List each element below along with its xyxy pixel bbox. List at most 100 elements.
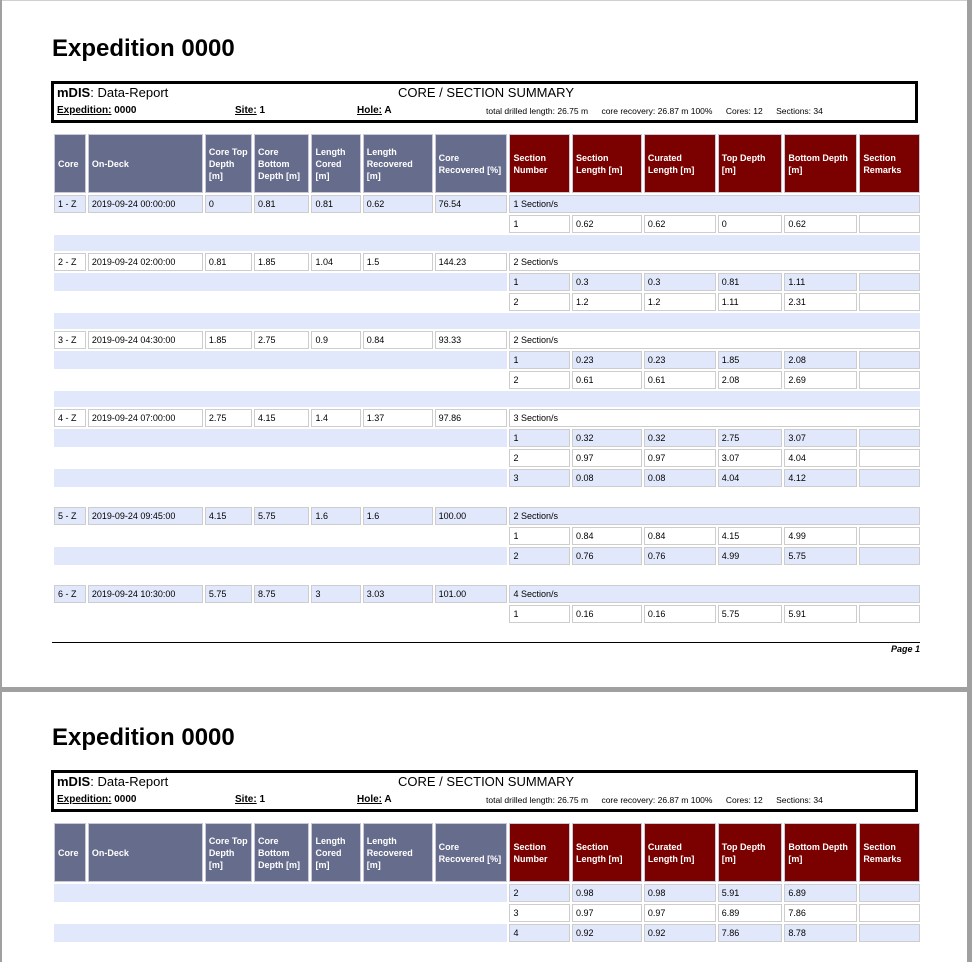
row-spacer (54, 273, 508, 291)
col-header-on-deck: On-Deck (87, 134, 203, 193)
report-stats: total drilled length: 26.75 m core recov… (486, 795, 834, 805)
core-row: 3 - Z 2019-09-24 04:30:00 1.85 2.75 0.9 … (54, 331, 920, 349)
bottom-depth: 4.12 (784, 469, 858, 487)
hole-meta: Hole: A (357, 794, 392, 805)
core-bottom-depth: 0.81 (254, 195, 310, 213)
core-recovery: core recovery: 26.87 m 100% (601, 795, 713, 805)
section-length: 0.3 (572, 273, 642, 291)
hole-value: A (384, 105, 392, 116)
core-section-table: Core On-Deck Core Top Depth [m] Core Bot… (52, 821, 922, 944)
core-recovered-pct: 144.23 (434, 253, 508, 271)
section-remarks (859, 547, 920, 565)
site-meta: Site: 1 (235, 105, 265, 116)
row-spacer (54, 235, 920, 251)
section-row: 1 0.62 0.62 0 0.62 (54, 215, 920, 233)
section-length: 0.97 (572, 904, 642, 922)
section-remarks (859, 449, 920, 467)
row-spacer (54, 293, 508, 311)
section-number: 1 (509, 215, 571, 233)
core-row: 5 - Z 2019-09-24 09:45:00 4.15 5.75 1.6 … (54, 507, 920, 525)
total-drilled-length: total drilled length: 26.75 m (486, 795, 589, 805)
col-header-on-deck: On-Deck (87, 823, 203, 882)
core-top-depth: 2.75 (204, 409, 253, 427)
curated-length: 1.2 (643, 293, 716, 311)
col-header-core-top-depth: Core Top Depth [m] (204, 823, 253, 882)
curated-length: 0.84 (643, 527, 716, 545)
section-remarks (859, 293, 920, 311)
curated-length: 0.97 (643, 449, 716, 467)
length-cored: 0.9 (311, 331, 361, 349)
section-remarks (859, 884, 920, 902)
core-id: 6 - Z (54, 585, 86, 603)
section-number: 2 (509, 371, 571, 389)
section-remarks (859, 371, 920, 389)
page-title: Expedition 0000 (52, 35, 235, 62)
report-info-box: mDIS: Data-Report CORE / SECTION SUMMARY… (51, 770, 918, 812)
on-deck: 2019-09-24 07:00:00 (87, 409, 203, 427)
core-recovered-pct: 97.86 (434, 409, 508, 427)
row-spacer (54, 924, 508, 942)
section-count: 3 Section/s (509, 409, 920, 427)
section-length: 0.76 (572, 547, 642, 565)
page-title: Expedition 0000 (52, 724, 235, 751)
section-length: 0.97 (572, 449, 642, 467)
col-header-bottom-depth: Bottom Depth [m] (784, 823, 858, 882)
col-header-top-depth: Top Depth [m] (717, 134, 783, 193)
site-value: 1 (259, 794, 266, 805)
length-recovered: 0.84 (362, 331, 433, 349)
row-spacer (54, 449, 508, 467)
core-recovered-pct: 101.00 (434, 585, 508, 603)
section-count: 2 Section/s (509, 507, 920, 525)
curated-length: 0.61 (643, 371, 716, 389)
col-header-section-length: Section Length [m] (572, 134, 642, 193)
section-row: 1 0.84 0.84 4.15 4.99 (54, 527, 920, 545)
core-row: 1 - Z 2019-09-24 00:00:00 0 0.81 0.81 0.… (54, 195, 920, 213)
row-spacer (54, 567, 920, 583)
core-top-depth: 4.15 (204, 507, 253, 525)
curated-length: 0.32 (643, 429, 716, 447)
app-name: mDIS: Data-Report (57, 774, 168, 789)
top-depth: 0.81 (717, 273, 783, 291)
core-recovered-pct: 93.33 (434, 331, 508, 349)
bottom-depth: 7.86 (784, 904, 858, 922)
section-row: 2 0.98 0.98 5.91 6.89 (54, 884, 920, 902)
col-header-core-bottom-depth: Core Bottom Depth [m] (254, 823, 310, 882)
site-label: Site: (235, 794, 257, 805)
site-value: 1 (259, 105, 266, 116)
core-id: 5 - Z (54, 507, 86, 525)
section-length: 0.98 (572, 884, 642, 902)
core-recovery: core recovery: 26.87 m 100% (601, 106, 713, 116)
bottom-depth: 1.11 (784, 273, 858, 291)
section-row: 2 1.2 1.2 1.11 2.31 (54, 293, 920, 311)
row-spacer (54, 904, 508, 922)
expedition-value: 0000 (114, 794, 137, 805)
top-depth: 1.85 (717, 351, 783, 369)
curated-length: 0.16 (643, 605, 716, 623)
section-remarks (859, 605, 920, 623)
col-header-core: Core (54, 134, 86, 193)
section-row: 2 0.97 0.97 3.07 4.04 (54, 449, 920, 467)
sections-count: Sections: 34 (776, 106, 823, 116)
col-header-length-cored: Length Cored [m] (311, 823, 361, 882)
section-length: 0.61 (572, 371, 642, 389)
core-bottom-depth: 5.75 (254, 507, 310, 525)
spacer-row (54, 567, 920, 583)
core-bottom-depth: 1.85 (254, 253, 310, 271)
core-row: 6 - Z 2019-09-24 10:30:00 5.75 8.75 3 3.… (54, 585, 920, 603)
expedition-label: Expedition: (57, 794, 112, 805)
row-spacer (54, 429, 508, 447)
table-header-row: Core On-Deck Core Top Depth [m] Core Bot… (54, 134, 920, 193)
row-spacer (54, 884, 508, 902)
row-spacer (54, 489, 920, 505)
core-top-depth: 0 (204, 195, 253, 213)
hole-label: Hole: (357, 105, 382, 116)
row-spacer (54, 351, 508, 369)
site-meta: Site: 1 (235, 794, 265, 805)
section-row: 1 0.23 0.23 1.85 2.08 (54, 351, 920, 369)
curated-length: 0.3 (643, 273, 716, 291)
section-remarks (859, 527, 920, 545)
core-id: 4 - Z (54, 409, 86, 427)
report-page-1: Expedition 0000 mDIS: Data-Report CORE /… (2, 0, 967, 687)
length-cored: 1.04 (311, 253, 361, 271)
length-cored: 3 (311, 585, 361, 603)
